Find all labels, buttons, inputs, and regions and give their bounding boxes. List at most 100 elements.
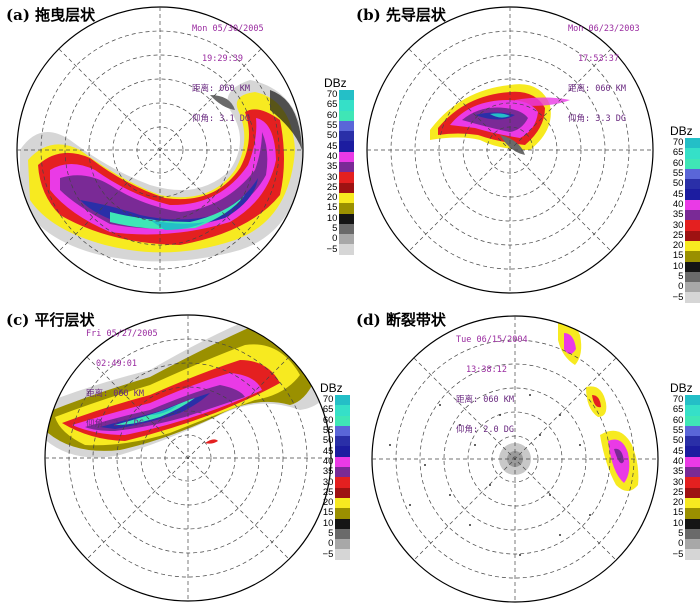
legend-swatch xyxy=(685,282,700,293)
legend-entry: 55 xyxy=(660,425,700,437)
legend-entry: 10 xyxy=(660,518,700,529)
legend-swatch xyxy=(685,240,700,252)
legend-swatch xyxy=(685,220,700,231)
legend-entry: 0 xyxy=(314,234,354,245)
legend-swatch xyxy=(339,213,354,224)
legend-swatch xyxy=(335,497,350,509)
scan-date: Mon 05/30/2005 xyxy=(192,24,264,34)
legend-label: 20 xyxy=(672,240,684,252)
legend-label: 35 xyxy=(326,161,338,173)
legend-swatch xyxy=(335,446,350,457)
legend-swatch xyxy=(335,518,350,529)
legend-label: 45 xyxy=(322,445,334,457)
panel-title: (d) 断裂带状 xyxy=(356,311,446,329)
legend-swatch xyxy=(685,251,700,262)
legend-label: 40 xyxy=(326,150,338,162)
legend-swatch xyxy=(339,223,354,235)
legend-label: 45 xyxy=(672,188,684,200)
radar-scope xyxy=(371,315,659,603)
legend-label: 65 xyxy=(672,404,684,416)
legend-label: 55 xyxy=(672,425,684,437)
scan-range: 距离: 060 KM xyxy=(456,395,514,405)
legend-label: 65 xyxy=(672,147,684,159)
legend-label: 15 xyxy=(672,507,684,519)
radar-scope xyxy=(44,314,332,602)
panel-title: (c) 平行层状 xyxy=(6,311,95,329)
scan-time: 13:38:12 xyxy=(466,365,507,375)
legend-swatch xyxy=(339,192,354,204)
legend-label: 55 xyxy=(326,120,338,132)
legend-swatch xyxy=(339,234,354,245)
panel-b: (b) 先导层状 Mon 06/23/2003 17:53:37 距离: 060… xyxy=(350,0,700,304)
scan-range: 距离: 060 KM xyxy=(568,84,626,94)
legend-swatch xyxy=(335,539,350,550)
legend-entry: 5 xyxy=(314,223,354,235)
legend-entry: 50 xyxy=(314,131,354,142)
legend-swatch xyxy=(335,487,350,498)
panel-title: (b) 先导层状 xyxy=(356,6,446,24)
legend-swatch xyxy=(335,508,350,519)
legend-swatch xyxy=(685,292,700,303)
legend-swatch xyxy=(685,487,700,498)
scan-range: 距离: 060 KM xyxy=(192,84,250,94)
legend-label: 55 xyxy=(672,168,684,180)
legend-swatch xyxy=(685,148,700,159)
legend-swatch xyxy=(685,395,700,406)
legend-label: 50 xyxy=(322,435,334,447)
legend-entry: 15 xyxy=(660,507,700,519)
legend-label: 70 xyxy=(322,394,334,406)
legend-swatch xyxy=(339,120,354,132)
legend-label: 10 xyxy=(326,212,338,224)
legend-label: 10 xyxy=(322,517,334,529)
legend-entry: −5 xyxy=(314,244,354,255)
legend-entry: 60 xyxy=(660,415,700,426)
legend-unit: DBz xyxy=(324,76,347,90)
legend-label: 45 xyxy=(672,445,684,457)
legend-entry: −5 xyxy=(660,549,700,560)
legend-swatch xyxy=(685,230,700,241)
dbz-legend: DBz 70 65 60 55 50 45 40 35 30 25 20 15 10 5 0 −5 xyxy=(310,381,350,560)
legend-swatch xyxy=(685,210,700,221)
legend-entry: 15 xyxy=(310,507,350,519)
legend-label: 70 xyxy=(672,137,684,149)
legend-label: 45 xyxy=(326,140,338,152)
legend-label: 60 xyxy=(672,157,684,169)
legend-swatch xyxy=(339,244,354,255)
legend-label: 15 xyxy=(322,507,334,519)
legend-entry: 25 xyxy=(310,487,350,498)
legend-label: 50 xyxy=(672,435,684,447)
scan-elevation: 仰角: 3.3 DG xyxy=(568,114,626,124)
legend-swatch xyxy=(685,467,700,478)
legend-entry: 40 xyxy=(310,456,350,468)
legend-label: 65 xyxy=(326,99,338,111)
legend-entry: 35 xyxy=(310,467,350,478)
scan-elevation: 仰角: 3.1 DG xyxy=(192,114,250,124)
legend-swatch xyxy=(339,131,354,142)
legend-entry: −5 xyxy=(660,291,700,303)
legend-label: 15 xyxy=(672,250,684,262)
legend-label: −5 xyxy=(672,291,684,303)
legend-swatch xyxy=(685,179,700,190)
scan-elevation: 仰角: 2.0 DG xyxy=(456,425,514,435)
legend-entry: 60 xyxy=(314,110,354,121)
legend-label: 55 xyxy=(322,425,334,437)
legend-label: 50 xyxy=(672,178,684,190)
legend-swatch xyxy=(685,138,700,149)
legend-label: 20 xyxy=(322,497,334,509)
scan-elevation: 仰角: 2.7 DG xyxy=(86,419,144,429)
legend-label: 40 xyxy=(672,198,684,210)
legend-swatch xyxy=(685,415,700,426)
legend-entry: 25 xyxy=(660,487,700,498)
legend-entry: 35 xyxy=(660,210,700,221)
legend-swatch xyxy=(335,456,350,468)
dbz-legend: DBz 70 65 60 55 50 45 40 35 30 25 20 15 10 5 0 −5 xyxy=(314,76,354,255)
radar-scope xyxy=(16,6,304,294)
legend-label: 60 xyxy=(322,414,334,426)
legend-swatch xyxy=(685,446,700,457)
legend-entry: 45 xyxy=(660,445,700,457)
legend-swatch xyxy=(685,271,700,283)
legend-swatch xyxy=(685,518,700,529)
legend-swatch xyxy=(339,172,354,183)
legend-entry: 0 xyxy=(310,539,350,550)
legend-swatch xyxy=(685,508,700,519)
